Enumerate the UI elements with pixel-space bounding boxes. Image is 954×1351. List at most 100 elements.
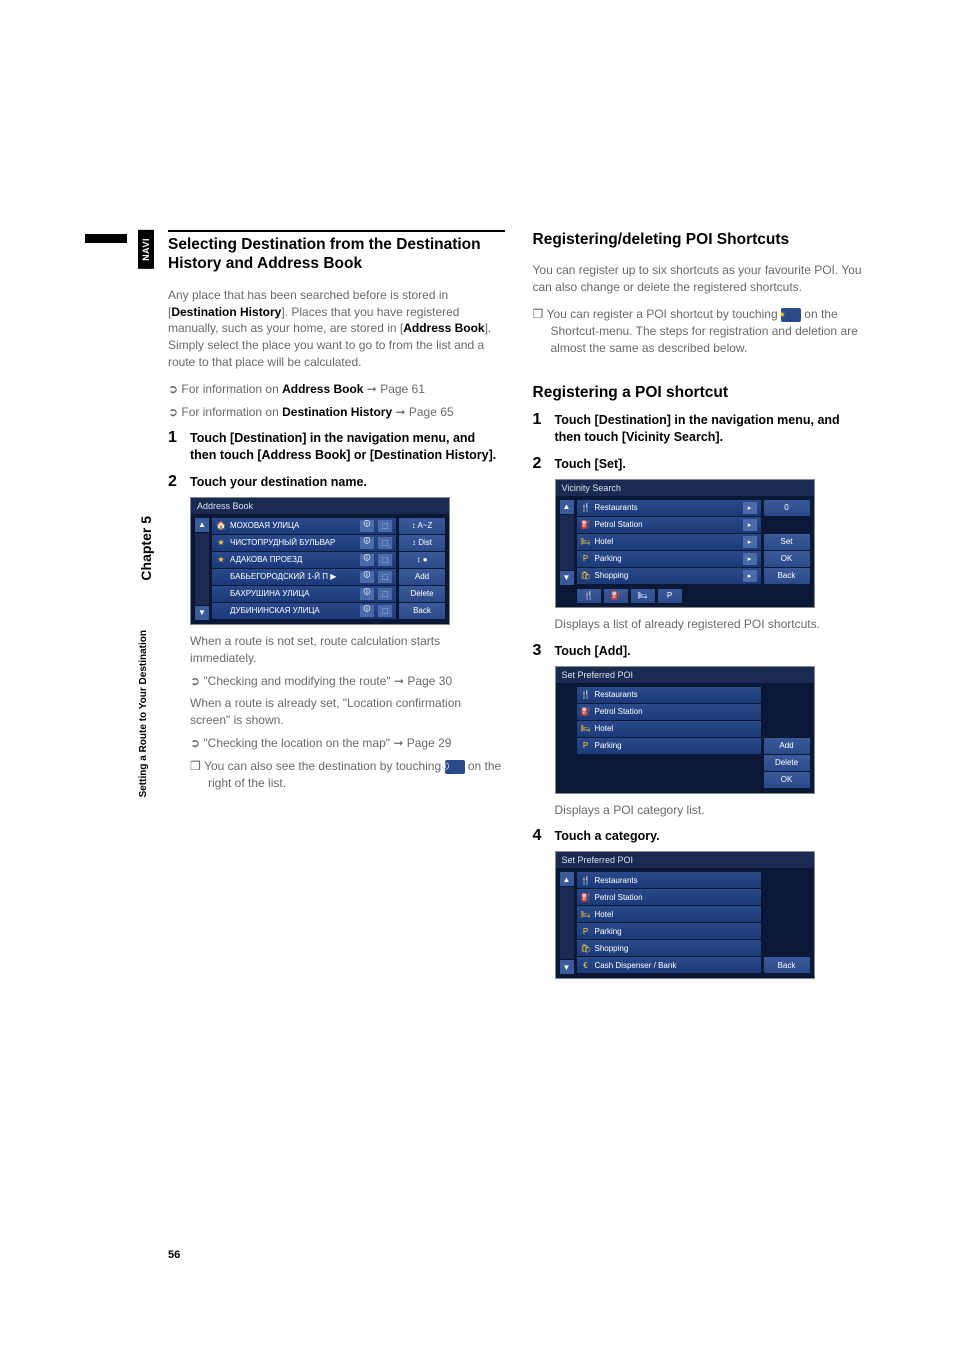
scroll-up-icon[interactable]: ▲ <box>560 872 574 886</box>
sort-icon-button[interactable]: ↕ ● <box>399 552 445 568</box>
list-item[interactable]: 🛏Hotel <box>577 721 761 737</box>
map-icon[interactable]: ⬚ <box>378 554 392 566</box>
scroll-track[interactable] <box>195 533 209 605</box>
row-text: Petrol Station <box>595 520 739 529</box>
list-item[interactable]: 🍴 Restaurants <box>577 872 761 888</box>
info-icon[interactable]: 🛈 <box>360 588 374 600</box>
list-item[interactable]: 🛏Hotel <box>577 906 761 922</box>
xref-bold: Address Book <box>282 382 363 396</box>
scroll-bar[interactable]: ▲ ▼ <box>560 500 574 585</box>
row-text: Petrol Station <box>595 893 757 902</box>
sort-az-button[interactable]: ↕ A~Z <box>399 518 445 534</box>
spacer <box>764 940 810 956</box>
back-button[interactable]: Back <box>399 603 445 619</box>
list-item[interactable]: 🛏Hotel▸ <box>577 534 761 550</box>
screenshot-title: Set Preferred POI <box>556 667 814 683</box>
scroll-down-icon[interactable]: ▼ <box>560 571 574 585</box>
xref-bold: Destination History <box>282 405 392 419</box>
list-item[interactable]: ★ЧИСТОПРУДНЫЙ БУЛЬВАР🛈⬚ <box>212 535 396 551</box>
flag-icon: ▸ <box>743 519 757 531</box>
list-item[interactable]: PParking <box>577 738 761 754</box>
map-icon[interactable]: ⬚ <box>378 537 392 549</box>
row-text: ЧИСТОПРУДНЫЙ БУЛЬВАР <box>230 538 356 547</box>
delete-button[interactable]: Delete <box>764 755 810 771</box>
list-item[interactable]: ДУБИНИНСКАЯ УЛИЦА🛈⬚ <box>212 603 396 619</box>
back-button[interactable]: Back <box>764 568 810 584</box>
after-ss-text-1: When a route is not set, route calculati… <box>190 633 505 667</box>
list-item[interactable]: ⛽Petrol Station <box>577 889 761 905</box>
right-intro: You can register up to six shortcuts as … <box>533 262 870 296</box>
list-item[interactable]: PParking <box>577 923 761 939</box>
list-item[interactable]: 🏠МОХОВАЯ УЛИЦА🛈⬚ <box>212 518 396 534</box>
map-icon[interactable]: ⬚ <box>378 588 392 600</box>
list-item[interactable]: 🍴Restaurants <box>577 687 761 703</box>
row-icon: P <box>581 554 591 564</box>
ok-button[interactable]: OK <box>764 772 810 788</box>
scroll-bar[interactable]: ▲ ▼ <box>195 518 209 620</box>
right-step-3: 3 Touch [Add]. <box>533 643 870 660</box>
xref-icon: ➲ <box>190 736 203 750</box>
scroll-bar[interactable]: ▲ ▼ <box>560 872 574 974</box>
map-icon[interactable]: ⬚ <box>378 520 392 532</box>
row-icon: 🍴 <box>581 875 591 885</box>
sort-dist-button[interactable]: ↕ Dist <box>399 535 445 551</box>
info-icon[interactable]: 🛈 <box>360 571 374 583</box>
list-item[interactable]: 🛍Shopping <box>577 940 761 956</box>
back-button[interactable]: Back <box>764 957 810 973</box>
poi-list: 🍴Restaurants▸ ⛽Petrol Station▸ 🛏Hotel▸ P… <box>577 500 761 585</box>
row-text: Shopping <box>595 944 757 953</box>
list-item[interactable]: ⛽Petrol Station▸ <box>577 517 761 533</box>
xref-icon: ➲ <box>190 674 203 688</box>
map-icon[interactable]: ⬚ <box>378 571 392 583</box>
list-item[interactable]: ⛽Petrol Station <box>577 704 761 720</box>
side-buttons: ↕ A~Z ↕ Dist ↕ ● Add Delete Back <box>399 518 445 620</box>
list-item[interactable]: €Cash Dispenser / Bank <box>577 957 761 973</box>
row-icon <box>216 606 226 616</box>
shortcut-icon[interactable]: 🛏 <box>631 589 655 603</box>
shortcut-icon[interactable]: P <box>658 589 682 603</box>
info-icon[interactable]: 🛈 <box>360 554 374 566</box>
left-column: NAVI Chapter 5 Setting a Route to Your D… <box>168 230 505 987</box>
info-icon[interactable]: 🛈 <box>360 520 374 532</box>
map-icon[interactable]: ⬚ <box>378 605 392 617</box>
scroll-down-icon[interactable]: ▼ <box>560 960 574 974</box>
row-text: Hotel <box>595 910 757 919</box>
count-badge: 0 <box>764 500 810 516</box>
screenshot-body: 🍴Restaurants ⛽Petrol Station 🛏Hotel PPar… <box>556 683 814 793</box>
row-icon: 🍴 <box>581 690 591 700</box>
shortcut-icon[interactable]: ⛽ <box>604 589 628 603</box>
scroll-up-icon[interactable]: ▲ <box>560 500 574 514</box>
xref-post: ➞ Page 65 <box>392 405 453 419</box>
caption-2: Displays a list of already registered PO… <box>555 616 870 633</box>
list-item[interactable]: 🍴Restaurants▸ <box>577 500 761 516</box>
poi-inline-icon <box>781 308 801 322</box>
left-heading: Selecting Destination from the Destinati… <box>168 230 505 274</box>
add-button[interactable]: Add <box>399 569 445 585</box>
row-icon: 🍴 <box>581 503 591 513</box>
row-text: МОХОВАЯ УЛИЦА <box>230 521 356 530</box>
scroll-up-icon[interactable]: ▲ <box>195 518 209 532</box>
ok-button[interactable]: OK <box>764 551 810 567</box>
shortcut-icon[interactable]: 🍴 <box>577 589 601 603</box>
scroll-down-icon[interactable]: ▼ <box>195 606 209 620</box>
caption-3: Displays a POI category list. <box>555 802 870 819</box>
scroll-track[interactable] <box>560 515 574 570</box>
info-icon[interactable]: 🛈 <box>360 537 374 549</box>
list-item[interactable]: 🛍Shopping▸ <box>577 568 761 584</box>
list-item[interactable]: ★АДАКОВА ПРОЕЗД🛈⬚ <box>212 552 396 568</box>
screenshot-title: Set Preferred POI <box>556 852 814 868</box>
list-item[interactable]: PParking▸ <box>577 551 761 567</box>
delete-button[interactable]: Delete <box>399 586 445 602</box>
list-item[interactable]: БАХРУШИНА УЛИЦА🛈⬚ <box>212 586 396 602</box>
add-button[interactable]: Add <box>764 738 810 754</box>
row-text: Restaurants <box>595 876 757 885</box>
step-number: 4 <box>533 828 547 845</box>
set-button[interactable]: Set <box>764 534 810 550</box>
info-icon[interactable]: 🛈 <box>360 605 374 617</box>
row-text: Hotel <box>595 537 739 546</box>
scroll-track[interactable] <box>560 887 574 959</box>
row-text: АДАКОВА ПРОЕЗД <box>230 555 356 564</box>
side-buttons: 0 Set OK Back <box>764 500 810 585</box>
list-item[interactable]: БАБЬЕГОРОДСКИЙ 1-Й П ▶🛈⬚ <box>212 569 396 585</box>
row-icon: ⛽ <box>581 707 591 717</box>
